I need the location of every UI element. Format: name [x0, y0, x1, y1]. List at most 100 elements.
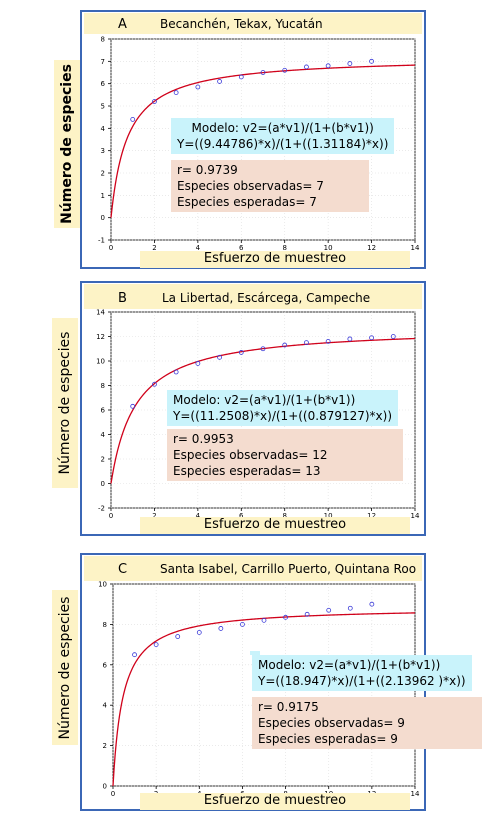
model-text-box-c: Modelo: v2=(a*v1)/(1+(b*v1)) Y=((18.947)… — [252, 655, 472, 691]
y-tick-label-c: 0 — [103, 783, 107, 791]
data-point-b-9 — [304, 340, 309, 346]
y-tick-label-c: 8 — [103, 621, 107, 629]
ylabel-c: Número de especies — [57, 596, 73, 739]
model-line1-a: Modelo: v2=(a*v1)/(1+(b*v1)) — [191, 121, 374, 135]
y-tick-label-b: 2 — [101, 456, 105, 464]
stat-esperadas-a: Especies esperadas= 7 — [177, 195, 317, 209]
data-point-a-9 — [304, 64, 309, 70]
stat-esperadas-b: Especies esperadas= 13 — [173, 464, 321, 478]
stats-box-b: r= 0.9953 Especies observadas= 12 Especi… — [167, 429, 403, 481]
data-point-a-1 — [130, 117, 136, 122]
y-tick-label-b: -2 — [98, 505, 105, 513]
data-point-b-11 — [347, 336, 353, 342]
data-point-c-6 — [240, 622, 245, 627]
model-line2-a: Y=((9.44786)*x)/(1+((1.31184)*x)) — [177, 137, 389, 151]
y-tick-label-a: 2 — [101, 170, 105, 178]
x-tick-label-b: 12 — [367, 512, 376, 520]
data-point-a-8 — [282, 67, 288, 73]
chart-panel-b: B La Libertad, Escárcega, Campeche -2 0 2 4 6 8… — [80, 281, 426, 538]
model-box-a: Modelo: v2=(a*v1)/(1+(b*v1)) Y=((9.44786… — [171, 118, 395, 154]
model-line2-b: Y=((11.2508)*x)/(1+((0.879127)*x)) — [173, 409, 393, 423]
data-point-b-6 — [238, 350, 244, 355]
x-tick-label-b: 8 — [282, 512, 286, 520]
data-point-b-7 — [260, 346, 266, 352]
stat-r-c: r= 0.9175 — [258, 700, 319, 714]
x-tick-label-b: 2 — [152, 512, 156, 520]
panel-frame-b — [80, 281, 426, 536]
y-tick-label-a: -1 — [98, 237, 105, 245]
data-point-a-10 — [325, 63, 331, 69]
y-tick-label-b: 0 — [101, 480, 105, 488]
x-tick-label-c: 0 — [111, 790, 115, 798]
data-point-a-4 — [195, 84, 201, 90]
stat-esperadas-c: Especies esperadas= 9 — [258, 732, 398, 746]
xlabel-c: Esfuerzo de muestreo — [140, 793, 410, 810]
xlabel-b: Esfuerzo de muestreo — [140, 517, 410, 534]
model-box-c — [250, 651, 260, 655]
panel-letter-a: A — [118, 17, 127, 32]
chart-panel-c: C Santa Isabel, Carrillo Puerto, Quintana… — [80, 553, 482, 813]
fitted-curve-b — [110, 337, 416, 484]
x-tick-label-b: 4 — [196, 512, 201, 520]
data-point-b-8 — [282, 342, 288, 348]
y-tick-label-c: 6 — [103, 661, 108, 669]
y-tick-label-a: 7 — [101, 58, 105, 66]
y-tick-label-b: 12 — [96, 333, 105, 341]
data-point-a-3 — [173, 90, 179, 95]
stat-r-b: r= 0.9953 — [173, 432, 234, 446]
x-tick-label-b: 0 — [109, 512, 113, 520]
model-box-b: Modelo: v2=(a*v1)/(1+(b*v1)) Y=((11.2508… — [167, 390, 399, 426]
y-tick-label-a: 3 — [101, 147, 105, 155]
data-point-b-13 — [390, 334, 396, 339]
x-tick-label-a: 14 — [411, 244, 420, 252]
data-point-b-5 — [217, 354, 222, 360]
y-tick-label-b: 10 — [96, 358, 105, 366]
stat-observadas-a: Especies observadas= 7 — [177, 179, 324, 193]
data-point-a-11 — [347, 61, 353, 66]
ylabel-b: Número de especies — [57, 331, 73, 475]
y-tick-label-c: 10 — [98, 581, 107, 589]
y-tick-label-b: 14 — [96, 309, 105, 317]
y-tick-label-a: 5 — [101, 103, 105, 111]
x-tick-label-a: 10 — [324, 244, 333, 252]
chart-title-b: La Libertad, Escárcega, Campeche — [162, 291, 370, 305]
y-tick-label-a: 6 — [101, 80, 106, 88]
x-tick-label-a: 12 — [367, 244, 376, 252]
data-point-b-10 — [325, 339, 331, 344]
ylabel-box-b: Número de especies — [52, 318, 78, 488]
data-point-c-1 — [132, 652, 137, 658]
y-tick-label-b: 8 — [101, 382, 105, 390]
ylabel-a: Número de especies — [59, 64, 75, 224]
y-tick-label-b: 6 — [101, 407, 106, 415]
data-point-c-11 — [347, 605, 353, 611]
panel-frame-a — [80, 10, 426, 269]
stats-box-c: r= 0.9175 Especies observadas= 9 Especie… — [252, 697, 482, 749]
header-band-a — [84, 13, 422, 34]
data-point-a-12 — [369, 58, 374, 64]
y-tick-label-b: 4 — [101, 431, 106, 439]
data-point-b-2 — [152, 381, 157, 387]
chart-title-a: Becanchén, Tekax, Yucatán — [160, 17, 323, 31]
data-point-c-10 — [326, 607, 332, 613]
header-band-c — [84, 556, 422, 581]
chart-title-c: Santa Isabel, Carrillo Puerto, Quintana … — [160, 562, 416, 576]
model-line2-c: Y=((18.947)*x)/(1+((2.13962 )*x)) — [258, 674, 466, 688]
data-point-a-7 — [260, 70, 266, 75]
x-tick-label-b: 6 — [239, 512, 244, 520]
data-point-b-1 — [130, 403, 136, 409]
x-tick-label-a: 6 — [239, 244, 244, 252]
model-line1-b: Modelo: v2=(a*v1)/(1+(b*v1)) — [173, 393, 356, 407]
data-point-b-4 — [195, 361, 201, 366]
x-tick-label-a: 0 — [109, 244, 113, 252]
data-point-b-12 — [369, 335, 374, 341]
ylabel-box-a: Número de especies — [54, 60, 80, 228]
y-tick-label-a: 8 — [101, 36, 105, 44]
stat-observadas-c: Especies observadas= 9 — [258, 716, 405, 730]
y-tick-label-a: 4 — [101, 125, 106, 133]
data-point-a-2 — [152, 99, 157, 104]
data-point-c-8 — [283, 614, 288, 620]
chart-panel-a: A Becanchén, Tekax, Yucatán -1 0 1 2 3 4 5 6 7 8 0 2 4… — [80, 10, 426, 272]
stat-observadas-b: Especies observadas= 12 — [173, 448, 328, 462]
data-point-b-3 — [173, 369, 179, 375]
header-band-b — [84, 284, 422, 309]
